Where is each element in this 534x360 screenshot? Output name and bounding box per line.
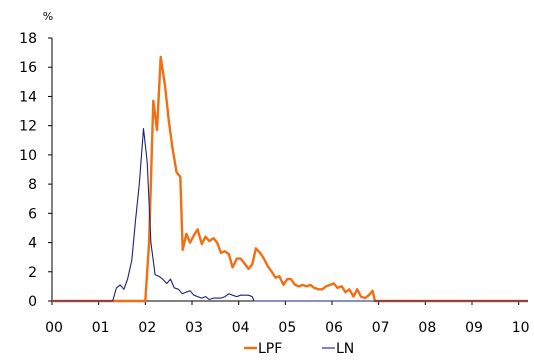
legend-label-ln: LN — [336, 341, 354, 357]
x-tick-label: 04 — [232, 320, 250, 336]
x-tick-label: 05 — [278, 320, 296, 336]
series-line-lpf — [52, 55, 528, 303]
y-tick-label: 4 — [28, 236, 37, 252]
x-tick-label: 01 — [92, 320, 110, 336]
x-tick-label: 10 — [512, 320, 530, 336]
x-axis: 00 01 02 03 04 05 06 07 08 09 10 — [45, 300, 530, 336]
legend: LPF LN — [244, 341, 354, 357]
x-tick-label: 08 — [418, 320, 436, 336]
x-tick-label: 06 — [325, 320, 343, 336]
y-tick-label: 16 — [19, 60, 37, 76]
series-line-ln — [52, 128, 528, 302]
y-tick-label: 0 — [28, 294, 37, 310]
series-lines — [52, 55, 528, 303]
y-tick-label: 10 — [19, 148, 37, 164]
y-tick-label: 2 — [28, 265, 37, 281]
x-tick-label: 03 — [185, 320, 203, 336]
y-tick-label: 8 — [28, 177, 37, 193]
y-tick-label: 6 — [28, 206, 37, 222]
x-tick-label: 09 — [465, 320, 483, 336]
y-axis: 0 2 4 6 8 10 12 14 16 18 — [19, 31, 53, 310]
y-tick-label: 14 — [19, 89, 37, 105]
x-tick-label: 07 — [372, 320, 390, 336]
legend-label-lpf: LPF — [258, 341, 282, 357]
y-axis-unit: % — [43, 10, 53, 23]
x-tick-label: 02 — [138, 320, 156, 336]
y-tick-label: 18 — [19, 31, 37, 47]
x-tick-label: 00 — [45, 320, 63, 336]
y-tick-label: 12 — [19, 119, 37, 135]
